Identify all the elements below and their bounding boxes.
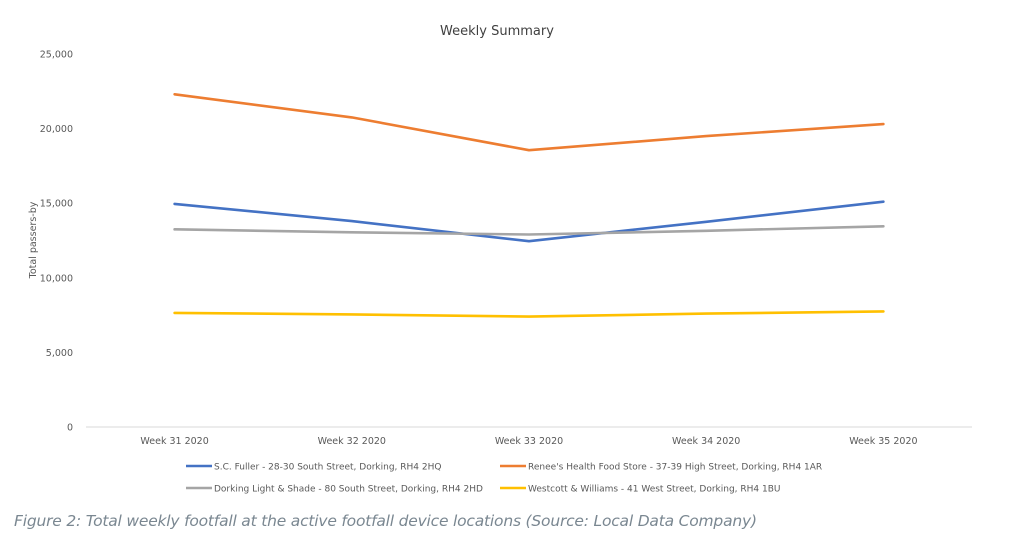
legend-label: Dorking Light & Shade - 80 South Street,…	[214, 485, 483, 495]
series-line-0	[173, 200, 885, 243]
y-tick-labels: 0 5,000 10,000 15,000 20,000 25,000	[40, 50, 73, 434]
line-chart: Weekly Summary Total passers-by 0 5,000 10…	[28, 24, 972, 495]
legend-label: S.C. Fuller - 28-30 South Street, Dorkin…	[214, 463, 441, 473]
x-tick-label: Week 33 2020	[495, 436, 563, 447]
legend-item: Dorking Light & Shade - 80 South Street,…	[186, 485, 483, 495]
x-tick-label: Week 31 2020	[140, 436, 208, 447]
x-tick-label: Week 32 2020	[318, 436, 386, 447]
y-tick-label: 5,000	[46, 348, 73, 359]
y-tick-label: 15,000	[40, 199, 73, 210]
legend-label: Renee's Health Food Store - 37-39 High S…	[528, 463, 822, 473]
series-line-1	[173, 93, 885, 152]
figure-caption: Figure 2: Total weekly footfall at the a…	[14, 512, 757, 530]
legend: S.C. Fuller - 28-30 South Street, Dorkin…	[186, 463, 822, 495]
legend-label: Westcott & Williams - 41 West Street, Do…	[528, 485, 780, 495]
x-tick-label: Week 35 2020	[849, 436, 917, 447]
y-tick-label: 10,000	[40, 273, 73, 284]
x-tick-labels: Week 31 2020 Week 32 2020 Week 33 2020 Week…	[140, 436, 917, 447]
series-lines	[173, 93, 885, 318]
legend-item: Renee's Health Food Store - 37-39 High S…	[500, 463, 822, 473]
y-tick-label: 25,000	[40, 50, 73, 61]
legend-item: S.C. Fuller - 28-30 South Street, Dorkin…	[186, 463, 441, 473]
x-tick-label: Week 34 2020	[672, 436, 740, 447]
chart-title: Weekly Summary	[440, 24, 554, 39]
series-line-2	[173, 225, 885, 236]
y-tick-label: 0	[67, 423, 73, 434]
legend-item: Westcott & Williams - 41 West Street, Do…	[500, 485, 780, 495]
series-line-3	[173, 310, 885, 318]
y-tick-label: 20,000	[40, 124, 73, 135]
y-axis-label: Total passers-by	[28, 201, 39, 279]
